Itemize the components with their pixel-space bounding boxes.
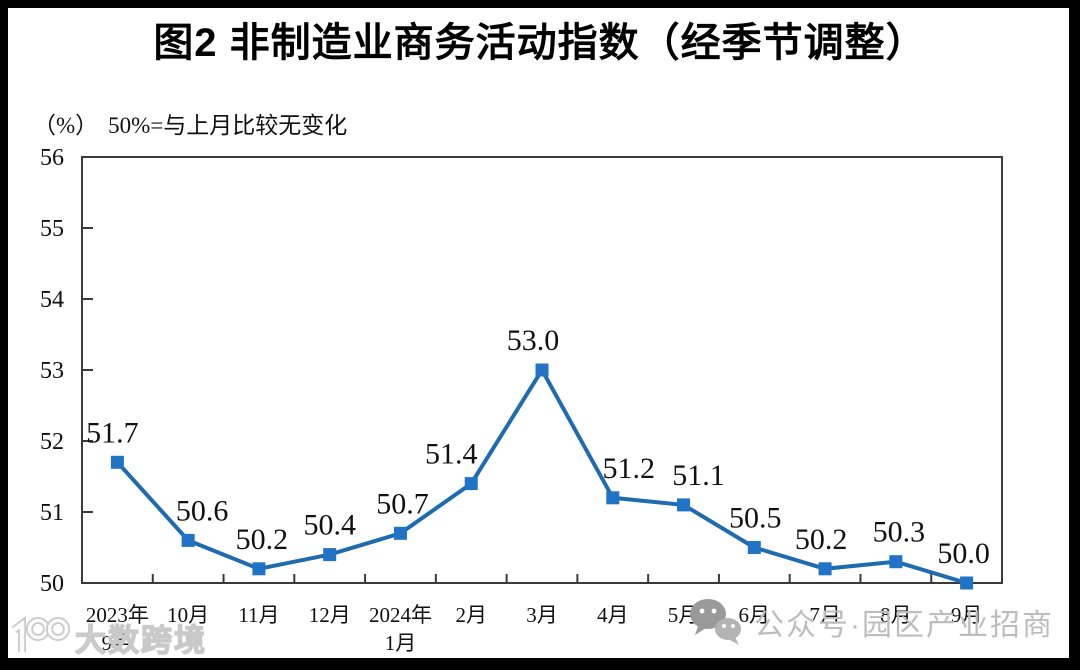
y-axis-tick-label: 54	[40, 287, 64, 313]
dashukuajing-logo-icon	[11, 616, 70, 652]
y-axis-tick-label: 53	[40, 358, 64, 384]
y-axis-tick-label: 51	[40, 500, 64, 526]
x-axis-tick-label: 7月	[809, 603, 841, 627]
y-axis-tick-label: 50	[40, 571, 64, 597]
plot-area-border	[81, 156, 1003, 584]
data-point-label: 51.7	[86, 416, 139, 449]
data-point-marker	[323, 548, 337, 562]
x-axis-tick-label: 4月	[597, 603, 629, 627]
data-point-label: 50.7	[376, 487, 429, 520]
data-point-marker	[889, 555, 903, 569]
x-axis-tick-label: 9月	[951, 603, 983, 627]
data-point-marker	[818, 562, 832, 576]
x-axis-tick-label: 8月	[880, 603, 912, 627]
data-point-label: 51.1	[672, 459, 725, 492]
y-axis-unit-label: （%）	[33, 113, 99, 138]
data-point-label: 50.0	[937, 537, 990, 570]
data-point-label: 50.6	[176, 494, 229, 527]
data-point-label: 50.4	[303, 509, 356, 542]
x-axis-tick-label: 11月	[238, 603, 279, 627]
data-point-marker	[464, 477, 478, 491]
data-point-marker	[535, 363, 549, 377]
x-axis-tick-label: 12月	[309, 603, 351, 627]
data-point-label: 53.0	[507, 324, 560, 357]
data-point-label: 50.5	[729, 502, 782, 535]
y-axis-tick-label: 55	[40, 216, 64, 242]
data-point-marker	[393, 526, 407, 540]
data-point-marker	[960, 576, 974, 590]
data-point-marker	[110, 455, 124, 469]
x-axis-tick-label: 6月	[739, 603, 771, 627]
watermark-bottom-right: 公众号·园区产业招商	[688, 596, 1054, 648]
watermark-text-left: 大数跨境	[74, 622, 207, 658]
data-point-label: 50.3	[873, 516, 926, 549]
data-point-marker	[181, 533, 195, 547]
data-point-marker	[252, 562, 266, 576]
data-point-label: 50.2	[795, 523, 848, 556]
data-point-marker	[747, 541, 761, 554]
x-axis-tick-label: 10月	[167, 603, 209, 627]
x-axis-tick-label: 2024年 1月	[369, 603, 432, 655]
data-point-label: 51.4	[425, 438, 478, 471]
baseline-note: 50%=与上月比较无变化	[108, 113, 348, 138]
chart-title: 图2 非制造业商务活动指数（经季节调整）	[153, 21, 927, 65]
watermark-text-right: 公众号·园区产业招商	[754, 609, 1054, 642]
data-point-marker	[606, 491, 620, 505]
x-axis-tick-label: 2023年 9月	[86, 603, 149, 655]
y-axis-tick-label: 56	[40, 145, 64, 171]
data-point-label: 51.2	[603, 452, 656, 485]
x-axis-tick-label: 2月	[455, 603, 487, 627]
chart-panel	[8, 8, 1069, 658]
data-point-marker	[677, 498, 691, 512]
data-point-label: 50.2	[236, 523, 289, 556]
watermark-bottom-left: 大数跨境	[6, 614, 207, 660]
x-axis-tick-label: 3月	[526, 603, 558, 627]
axis-unit-note: （%） 50%=与上月比较无变化	[33, 106, 347, 140]
wechat-logo-icon	[690, 599, 741, 645]
y-axis-tick-label: 52	[40, 429, 64, 455]
